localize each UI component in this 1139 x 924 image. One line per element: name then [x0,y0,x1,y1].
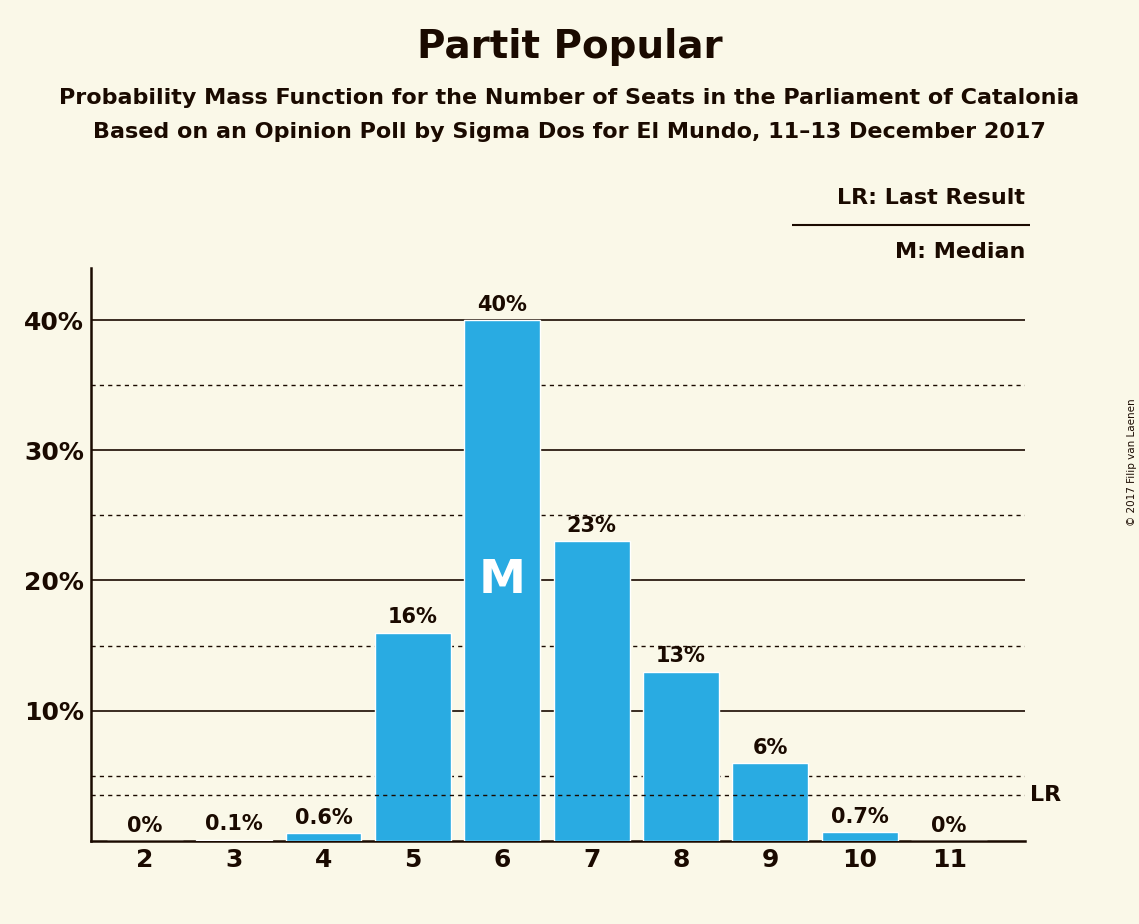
Text: 0.7%: 0.7% [830,807,888,826]
Text: 13%: 13% [656,647,706,666]
Text: 0%: 0% [932,816,967,835]
Text: 0.1%: 0.1% [205,814,263,834]
Bar [286,833,361,841]
Bar [196,840,272,841]
Bar [465,320,540,841]
Text: 6%: 6% [753,737,788,758]
Bar [644,672,719,841]
Bar [821,832,898,841]
Text: M: M [478,558,526,603]
Text: M: Median: M: Median [895,242,1025,262]
Text: 0.6%: 0.6% [295,808,352,828]
Text: 23%: 23% [567,517,616,536]
Text: Probability Mass Function for the Number of Seats in the Parliament of Catalonia: Probability Mass Function for the Number… [59,88,1080,108]
Text: Based on an Opinion Poll by Sigma Dos for El Mundo, 11–13 December 2017: Based on an Opinion Poll by Sigma Dos fo… [93,122,1046,142]
Text: 0%: 0% [128,816,163,835]
Bar [375,633,451,841]
Text: LR: LR [1030,785,1060,806]
Bar [732,762,809,841]
Text: 16%: 16% [388,607,437,627]
Text: Partit Popular: Partit Popular [417,28,722,66]
Text: LR: Last Result: LR: Last Result [837,188,1025,208]
Text: 40%: 40% [477,295,527,315]
Bar [554,541,630,841]
Text: © 2017 Filip van Laenen: © 2017 Filip van Laenen [1126,398,1137,526]
